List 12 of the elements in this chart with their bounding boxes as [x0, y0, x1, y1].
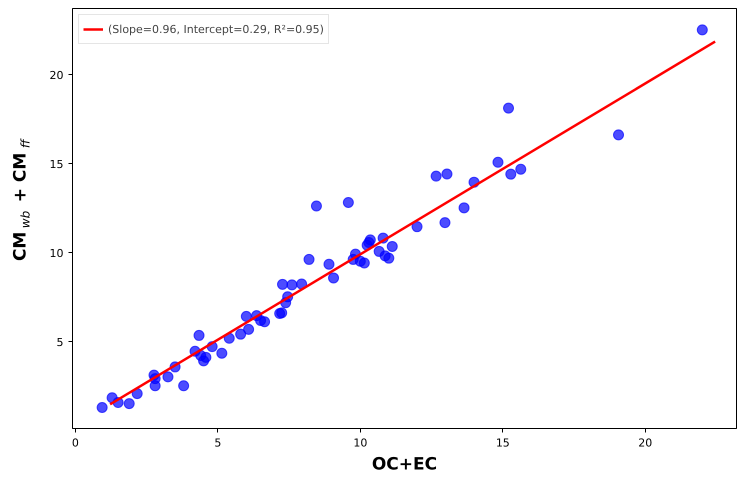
y-axis-title: CMwb + CMff	[10, 138, 32, 262]
y-tick-label: 20	[50, 68, 64, 82]
y-tick-label: 15	[50, 158, 64, 171]
y-tick-label: 5	[56, 336, 64, 349]
legend-label: (Slope=0.96, Intercept=0.29, R²=0.95)	[108, 22, 324, 36]
x-tick-label: 20	[638, 436, 652, 450]
x-axis-title: OC+EC	[372, 454, 438, 474]
x-tick-label: 10	[353, 436, 368, 450]
x-tick-label: 15	[496, 436, 510, 450]
x-tick-label: 0	[72, 436, 79, 450]
y-tick-label: 10	[50, 246, 64, 260]
x-tick-label: 5	[214, 436, 222, 450]
